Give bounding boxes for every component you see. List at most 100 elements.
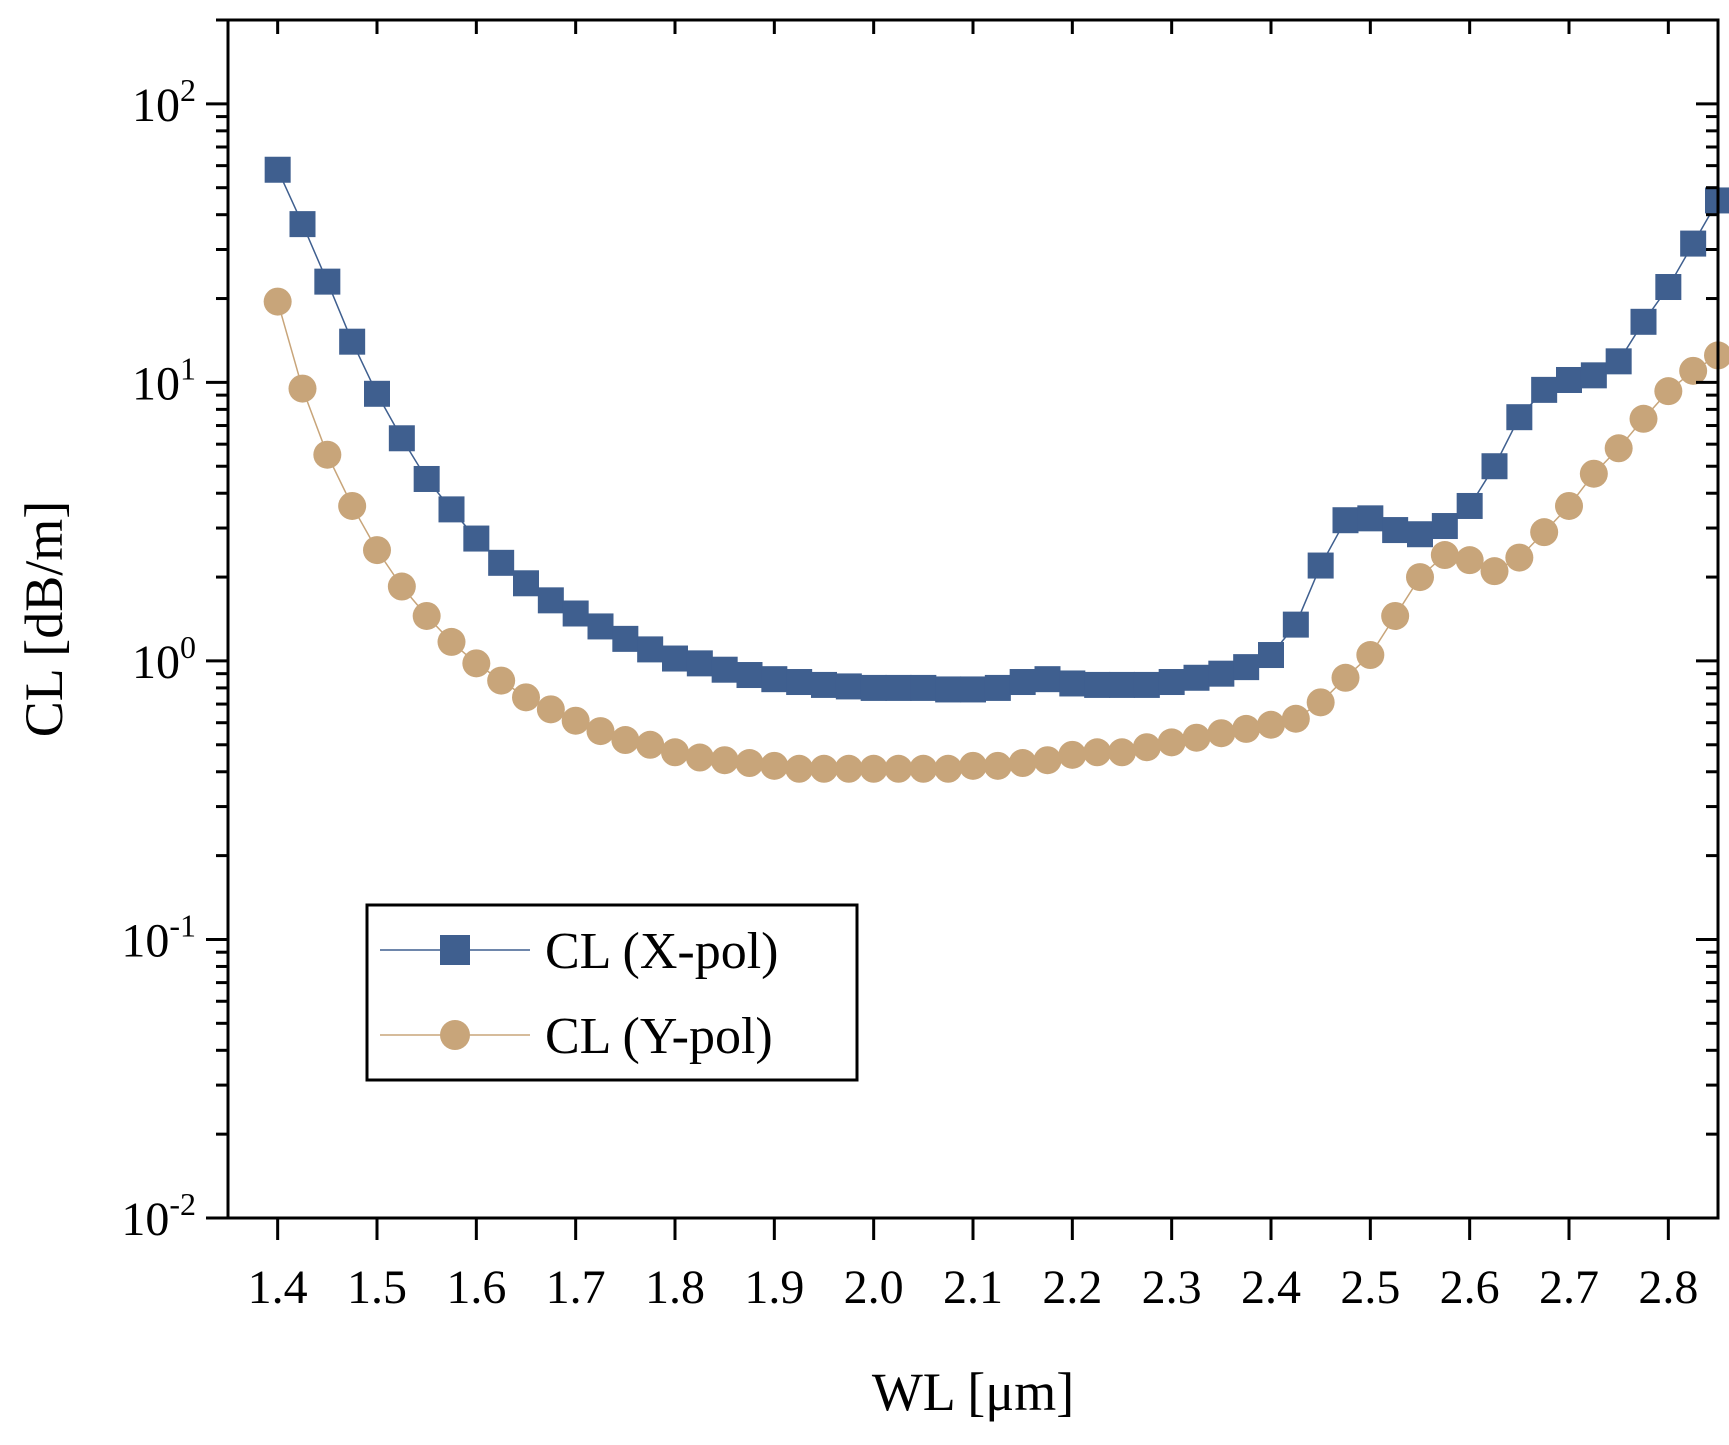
- x-axis: 1.4 1.5 1.6 1.7 1.8 1.9 2.0 2.1 2.2 2.3 2.4 2.5 2.6 2…: [248, 20, 1698, 1314]
- point-cl-y-pol-49: [1480, 557, 1509, 586]
- point-cl-y-pol-44: [1356, 641, 1385, 670]
- point-cl-y-pol-24: [859, 754, 888, 783]
- point-cl-y-pol-33: [1083, 738, 1112, 767]
- point-cl-x-pol-2: [314, 268, 341, 295]
- x-tick-label-8: 2.2: [1042, 1261, 1102, 1314]
- point-cl-x-pol-11: [537, 587, 564, 614]
- point-cl-x-pol-35: [1133, 671, 1160, 698]
- point-cl-x-pol-39: [1233, 654, 1260, 681]
- point-cl-y-pol-16: [661, 738, 689, 767]
- point-cl-x-pol-29: [984, 674, 1011, 701]
- point-cl-y-pol-26: [909, 754, 938, 783]
- point-cl-y-pol-32: [1058, 740, 1087, 769]
- y-axis-title: CL [dB/m]: [14, 501, 74, 738]
- y-tick-label-4: 10-2: [121, 1186, 196, 1246]
- x-tick-label-10: 2.4: [1241, 1261, 1301, 1314]
- point-cl-y-pol-15: [636, 730, 665, 759]
- point-cl-x-pol-33: [1084, 671, 1111, 698]
- point-cl-x-pol-51: [1531, 376, 1558, 403]
- point-cl-y-pol-5: [387, 572, 416, 601]
- x-tick-label-9: 2.3: [1142, 1261, 1202, 1314]
- point-cl-x-pol-12: [562, 600, 589, 627]
- point-cl-x-pol-16: [662, 645, 688, 672]
- point-cl-y-pol-2: [313, 440, 342, 469]
- point-cl-x-pol-42: [1307, 552, 1334, 579]
- point-cl-x-pol-32: [1059, 670, 1086, 697]
- legend-marker-y-pol: [440, 1020, 470, 1050]
- y-tick-label-3: 10-1: [121, 907, 196, 967]
- point-cl-y-pol-28: [959, 751, 987, 780]
- point-cl-y-pol-57: [1679, 356, 1708, 385]
- x-tick-label-4: 1.8: [645, 1261, 705, 1314]
- point-cl-x-pol-0: [264, 156, 291, 183]
- point-cl-y-pol-20: [760, 751, 789, 780]
- point-cl-y-pol-29: [983, 751, 1012, 780]
- point-cl-x-pol-52: [1556, 366, 1582, 393]
- point-cl-y-pol-50: [1505, 543, 1534, 572]
- point-cl-x-pol-7: [438, 496, 465, 523]
- point-cl-y-pol-7: [437, 627, 466, 656]
- point-cl-y-pol-39: [1232, 714, 1261, 743]
- x-tick-label-0: 1.4: [248, 1261, 308, 1314]
- point-cl-x-pol-15: [637, 636, 664, 663]
- point-cl-x-pol-9: [488, 549, 515, 576]
- x-axis-title: WL [μm]: [872, 1362, 1074, 1422]
- point-cl-y-pol-4: [363, 536, 391, 565]
- point-cl-y-pol-35: [1132, 733, 1161, 762]
- y-tick-label-0: 102: [132, 72, 196, 132]
- point-cl-y-pol-12: [561, 706, 590, 735]
- point-cl-y-pol-17: [685, 743, 714, 772]
- point-cl-y-pol-30: [1008, 749, 1037, 778]
- point-cl-y-pol-31: [1033, 746, 1062, 775]
- point-cl-x-pol-49: [1481, 453, 1508, 480]
- point-cl-y-pol-48: [1455, 546, 1484, 575]
- point-cl-x-pol-17: [686, 650, 713, 677]
- x-tick-label-12: 2.6: [1440, 1261, 1500, 1314]
- legend-marker-x-pol: [440, 935, 470, 965]
- point-cl-y-pol-38: [1207, 719, 1236, 748]
- legend-label-y-pol: CL (Y-pol): [545, 1008, 773, 1065]
- point-cl-x-pol-56: [1655, 274, 1682, 301]
- x-tick-label-6: 2.0: [844, 1261, 904, 1314]
- point-cl-x-pol-21: [786, 669, 813, 696]
- point-cl-x-pol-45: [1382, 517, 1409, 544]
- point-cl-y-pol-0: [263, 287, 292, 316]
- point-cl-y-pol-14: [611, 726, 640, 755]
- point-cl-x-pol-34: [1109, 671, 1135, 698]
- point-cl-x-pol-20: [761, 666, 788, 693]
- point-cl-x-pol-19: [736, 662, 763, 689]
- x-tick-label-5: 1.9: [744, 1261, 804, 1314]
- x-tick-label-13: 2.7: [1539, 1261, 1599, 1314]
- point-cl-y-pol-23: [834, 754, 863, 783]
- point-cl-x-pol-48: [1456, 492, 1483, 519]
- point-cl-x-pol-5: [388, 425, 415, 452]
- point-cl-y-pol-36: [1157, 728, 1186, 757]
- point-cl-x-pol-13: [587, 613, 614, 640]
- y-tick-label-1: 101: [132, 350, 196, 410]
- point-cl-x-pol-25: [885, 674, 912, 701]
- point-cl-y-pol-21: [785, 754, 814, 783]
- point-cl-x-pol-46: [1407, 521, 1433, 548]
- x-tick-label-1: 1.5: [347, 1261, 407, 1314]
- point-cl-x-pol-1: [289, 211, 316, 238]
- point-cl-y-pol-53: [1579, 459, 1608, 488]
- point-cl-y-pol-46: [1406, 563, 1434, 592]
- point-cl-x-pol-53: [1580, 362, 1607, 389]
- point-cl-y-pol-55: [1629, 404, 1658, 433]
- point-cl-y-pol-19: [735, 749, 764, 778]
- point-cl-x-pol-6: [413, 465, 440, 492]
- point-cl-x-pol-24: [860, 674, 887, 701]
- legend-label-x-pol: CL (X-pol): [545, 923, 778, 980]
- x-tick-label-11: 2.5: [1340, 1261, 1400, 1314]
- point-cl-x-pol-43: [1332, 507, 1359, 534]
- point-cl-x-pol-18: [711, 656, 738, 683]
- point-cl-y-pol-43: [1331, 663, 1360, 692]
- point-cl-x-pol-47: [1431, 513, 1458, 540]
- point-cl-y-pol-34: [1108, 738, 1136, 767]
- point-cl-x-pol-23: [835, 673, 862, 700]
- point-cl-y-pol-51: [1530, 518, 1559, 547]
- point-cl-y-pol-42: [1306, 688, 1335, 717]
- point-cl-x-pol-4: [364, 380, 390, 407]
- point-cl-y-pol-56: [1654, 377, 1683, 406]
- point-cl-x-pol-44: [1357, 505, 1384, 532]
